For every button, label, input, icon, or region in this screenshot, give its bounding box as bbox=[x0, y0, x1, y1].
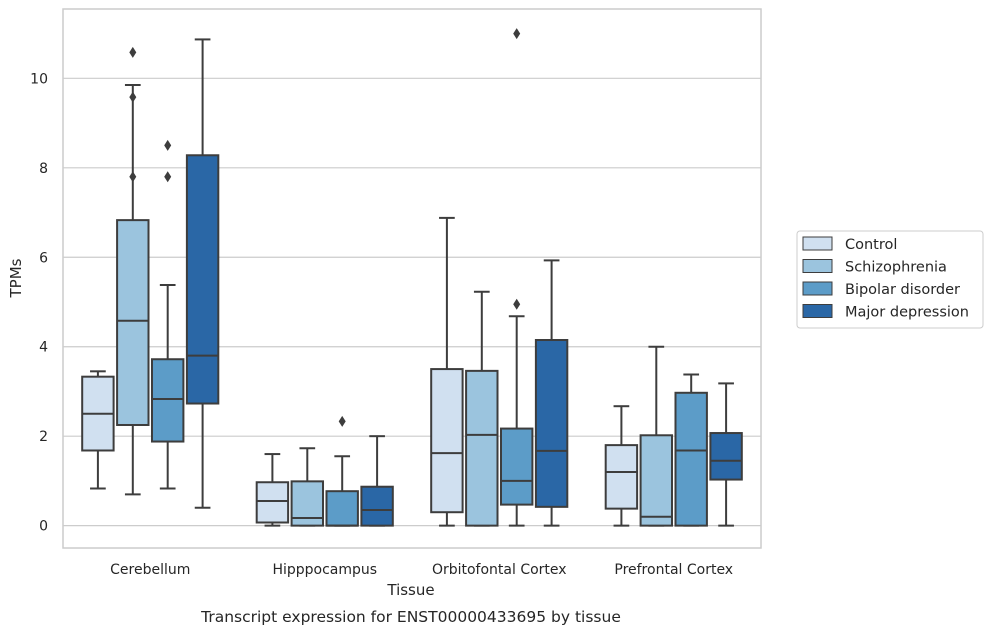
box-group bbox=[709, 382, 743, 527]
legend-swatch bbox=[802, 304, 833, 318]
box-group bbox=[604, 405, 639, 527]
box-group bbox=[465, 290, 499, 527]
y-axis-label: TPMs bbox=[7, 258, 25, 298]
y-tick-label: 8 bbox=[39, 161, 48, 177]
x-tick-labels: Cerebellum Hipppocampus Orbitofontal Corte… bbox=[110, 562, 733, 578]
box bbox=[116, 219, 150, 426]
box bbox=[639, 434, 674, 527]
box bbox=[325, 490, 359, 527]
box bbox=[499, 427, 534, 506]
box-group bbox=[81, 370, 115, 490]
box bbox=[709, 432, 743, 481]
x-tick-label: Prefrontal Cortex bbox=[614, 562, 733, 578]
box-group bbox=[185, 38, 220, 509]
outlier-point bbox=[164, 139, 172, 151]
box bbox=[674, 391, 708, 527]
legend-frame bbox=[796, 230, 984, 329]
box-group bbox=[430, 216, 464, 527]
box-group bbox=[150, 139, 185, 490]
outlier-point bbox=[338, 415, 346, 427]
box-group bbox=[290, 447, 325, 527]
legend: Control Schizophrenia Bipolar disorder Majo… bbox=[796, 230, 984, 329]
box bbox=[604, 444, 639, 510]
y-tick-labels: 0 2 4 6 8 10 bbox=[30, 71, 48, 534]
outlier-point bbox=[513, 28, 521, 40]
plot-area bbox=[81, 28, 743, 527]
box bbox=[185, 154, 220, 405]
legend-label: Schizophrenia bbox=[845, 260, 947, 276]
box-group bbox=[499, 28, 534, 527]
y-tick-label: 0 bbox=[39, 519, 48, 535]
chart-caption: Transcript expression for ENST0000043369… bbox=[200, 608, 621, 626]
x-tick-label: Cerebellum bbox=[110, 562, 190, 578]
x-tick-label: Orbitofontal Cortex bbox=[432, 562, 567, 578]
box-group bbox=[674, 373, 708, 527]
box bbox=[360, 485, 394, 527]
legend-label: Major depression bbox=[845, 305, 969, 321]
legend-swatch bbox=[802, 281, 833, 296]
box-group bbox=[360, 435, 394, 527]
outlier-point bbox=[513, 298, 521, 310]
y-tick-label: 10 bbox=[30, 71, 48, 87]
box-group bbox=[534, 259, 569, 527]
box bbox=[534, 339, 569, 508]
x-axis-label: Tissue bbox=[386, 581, 434, 599]
box-group bbox=[255, 453, 290, 527]
box-group bbox=[639, 345, 674, 527]
box bbox=[255, 481, 290, 524]
legend-label: Control bbox=[845, 237, 897, 253]
outlier-point bbox=[129, 46, 137, 58]
y-tick-label: 2 bbox=[39, 429, 48, 445]
box-group bbox=[325, 415, 359, 527]
box-group bbox=[116, 46, 150, 496]
box bbox=[150, 358, 185, 443]
box bbox=[465, 369, 499, 527]
y-tick-label: 6 bbox=[39, 250, 48, 266]
legend-swatch bbox=[802, 259, 833, 273]
outlier-point bbox=[164, 171, 172, 183]
x-tick-label: Hipppocampus bbox=[272, 562, 377, 578]
legend-label: Bipolar disorder bbox=[845, 282, 960, 298]
box bbox=[430, 368, 464, 514]
plot-frame bbox=[62, 8, 762, 549]
outlier-point bbox=[129, 171, 137, 183]
y-tick-label: 4 bbox=[39, 340, 48, 356]
legend-swatch bbox=[802, 236, 833, 251]
outlier-point bbox=[129, 91, 137, 103]
